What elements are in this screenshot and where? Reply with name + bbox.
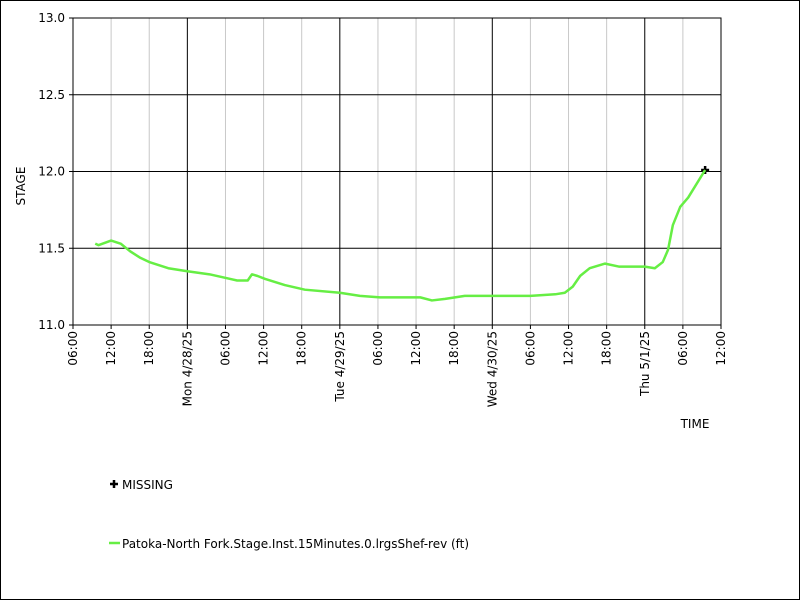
x-tick-label: Mon 4/28/25	[180, 331, 194, 406]
x-tick-label: 18:00	[600, 331, 614, 366]
x-tick-label: 12:00	[562, 331, 576, 366]
missing-marker	[701, 165, 710, 174]
y-tick-label: 12.0	[38, 165, 65, 179]
x-tick-label: 06:00	[218, 331, 232, 366]
x-tick-label: Thu 5/1/25	[638, 331, 652, 397]
x-tick-label: 06:00	[66, 331, 80, 366]
y-tick-label: 13.0	[38, 11, 65, 25]
y-axis-label: STAGE	[14, 167, 28, 206]
x-tick-label: 12:00	[409, 331, 423, 366]
x-tick-label: Wed 4/30/25	[485, 331, 499, 407]
x-tick-label: 18:00	[447, 331, 461, 366]
legend-label: MISSING	[122, 478, 173, 492]
x-tick-label: 18:00	[295, 331, 309, 366]
y-tick-label: 11.0	[38, 318, 65, 332]
y-tick-label: 11.5	[38, 241, 65, 255]
y-tick-label: 12.5	[38, 88, 65, 102]
x-tick-label: 12:00	[714, 331, 728, 366]
x-tick-label: 06:00	[523, 331, 537, 366]
x-tick-label: 18:00	[142, 331, 156, 366]
series-line	[94, 169, 707, 302]
x-tick-label: 06:00	[676, 331, 690, 366]
x-tick-label: 06:00	[371, 331, 385, 366]
legend-label: Patoka-North Fork.Stage.Inst.15Minutes.0…	[122, 537, 469, 551]
x-tick-label: 12:00	[104, 331, 118, 366]
legend-marker	[110, 480, 118, 488]
plot-border	[72, 17, 722, 326]
x-tick-label: 12:00	[257, 331, 271, 366]
x-axis-label: TIME	[680, 417, 710, 431]
x-tick-label: Tue 4/29/25	[333, 331, 347, 403]
